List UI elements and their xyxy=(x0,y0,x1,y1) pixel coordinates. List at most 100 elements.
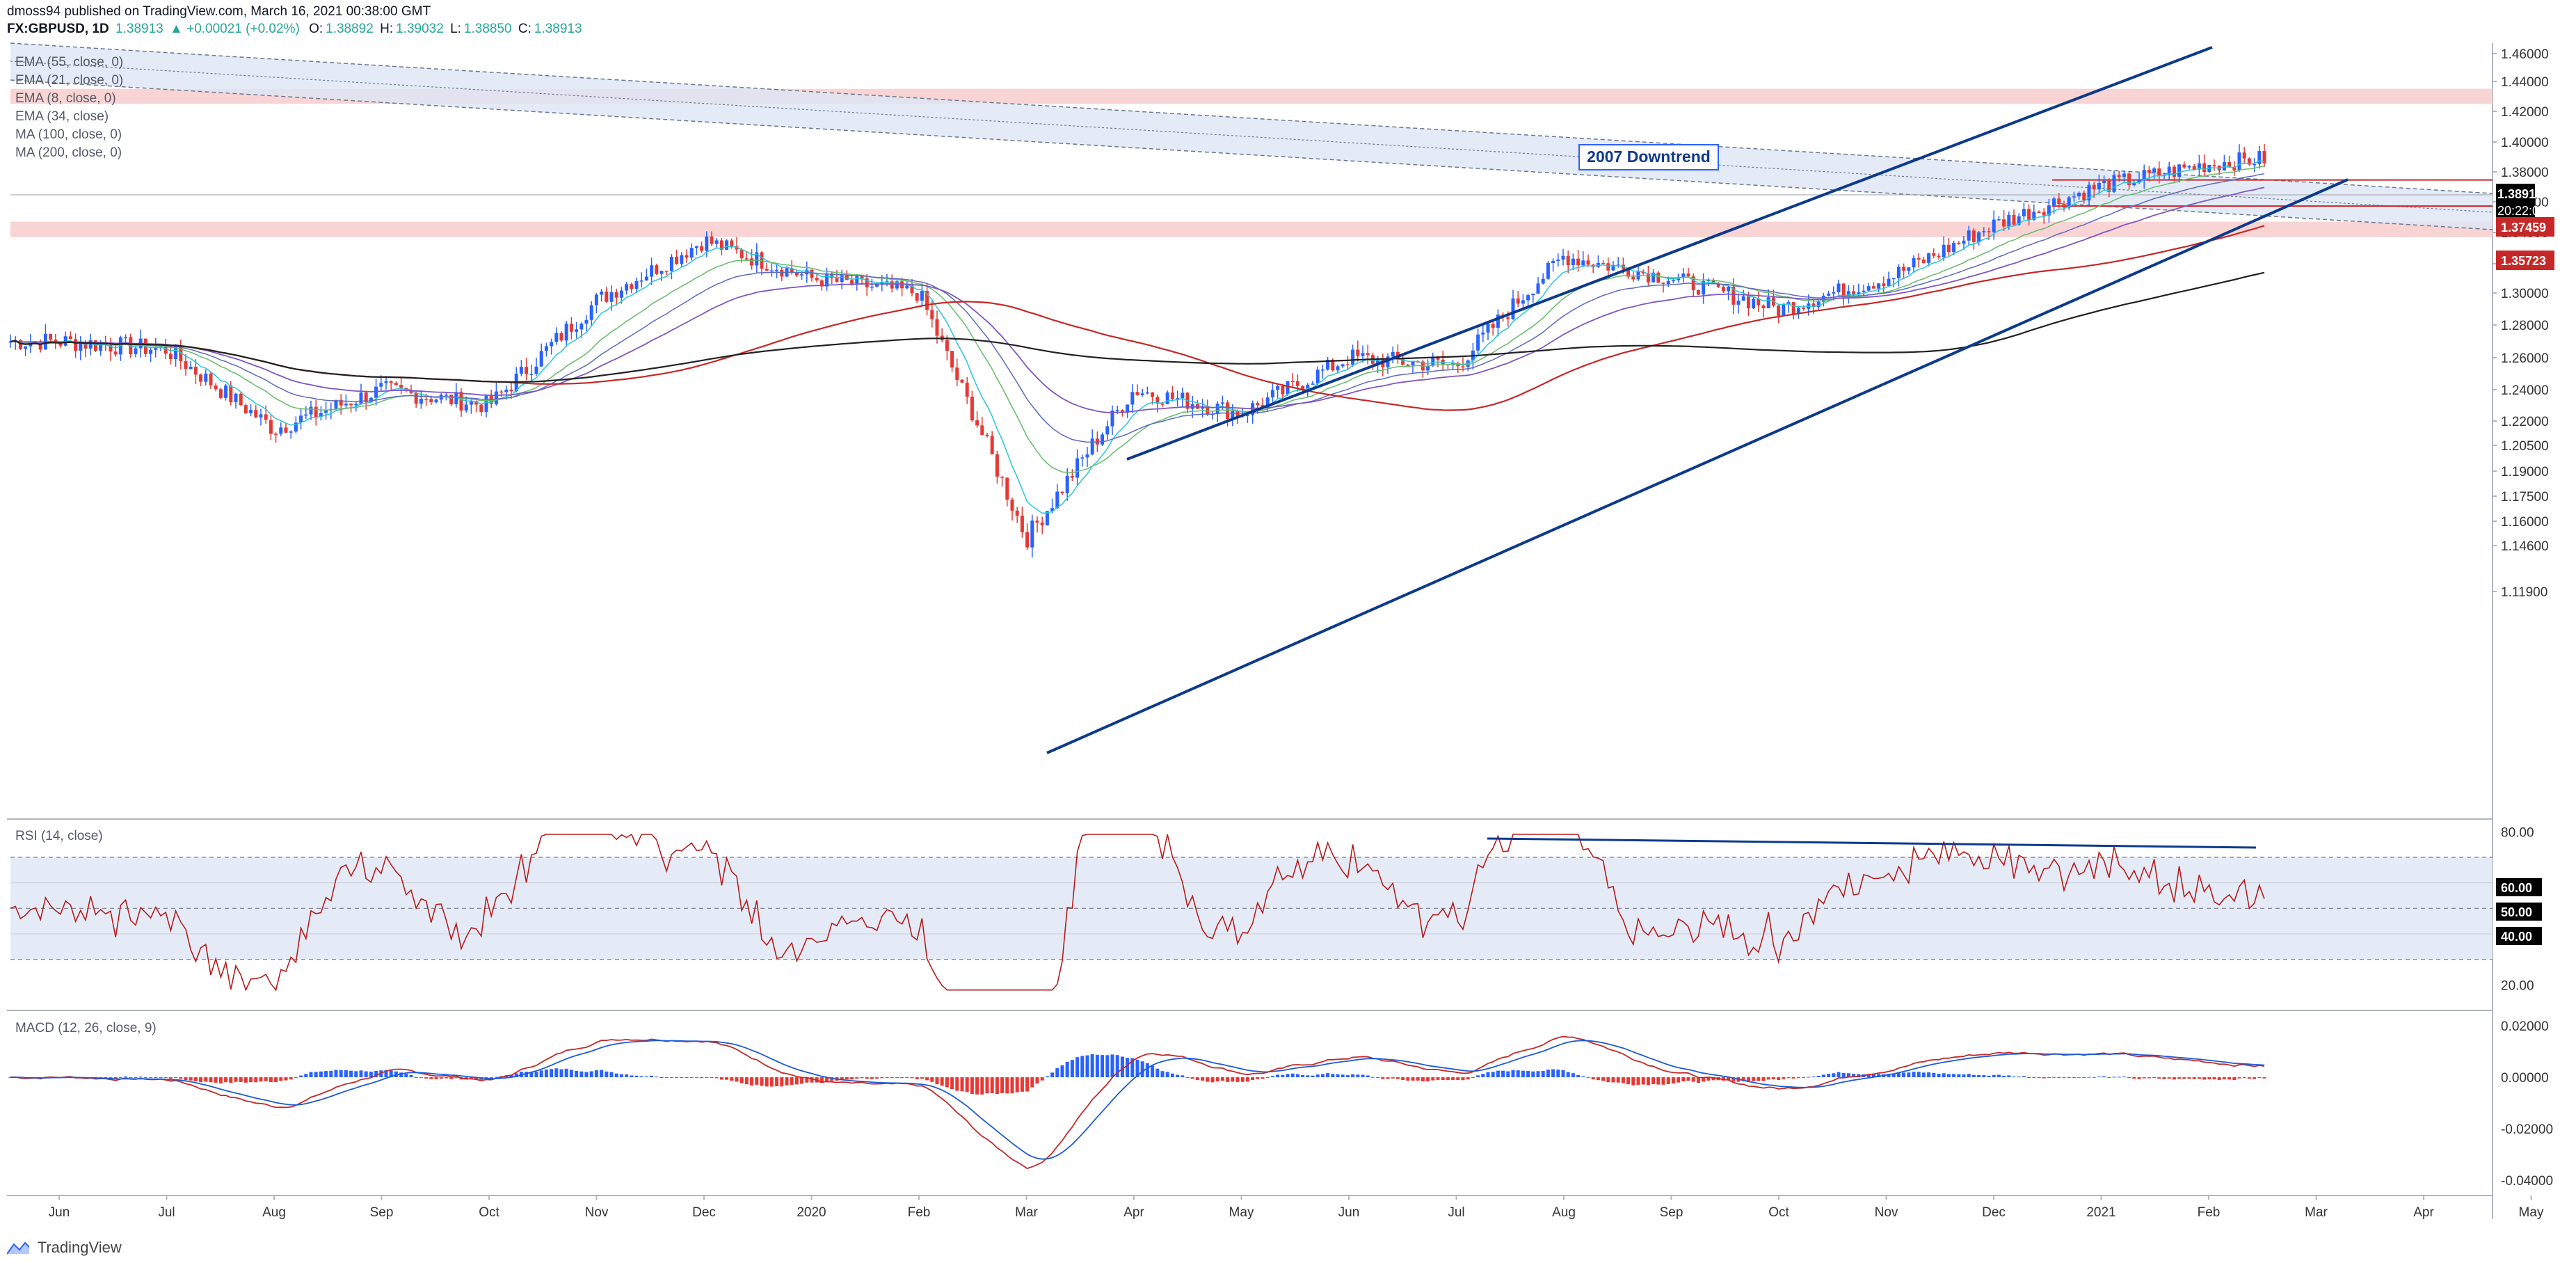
macd-histogram-bar xyxy=(2092,1077,2096,1078)
candle-body xyxy=(2167,166,2171,175)
candle-body xyxy=(680,255,684,264)
downtrend-annotation-box[interactable] xyxy=(1578,144,1719,170)
macd-histogram-bar xyxy=(259,1077,263,1082)
macd-histogram-bar xyxy=(1752,1077,1756,1081)
candle-body xyxy=(2137,180,2141,183)
candle-body xyxy=(1336,366,1340,371)
candle-body xyxy=(1145,392,1149,394)
candle-body xyxy=(1386,356,1390,367)
candle-body xyxy=(2132,182,2136,186)
candle-body xyxy=(1681,273,1686,278)
macd-histogram-bar xyxy=(2262,1077,2266,1079)
legend-ema-21[interactable]: EMA (21, close, 0) xyxy=(15,73,123,88)
candle-body xyxy=(1686,273,1690,277)
price-pane[interactable] xyxy=(8,42,2493,754)
macd-pane[interactable] xyxy=(8,1035,2266,1170)
macd-histogram-bar xyxy=(1090,1054,1094,1078)
macd-histogram-bar xyxy=(2242,1077,2246,1079)
macd-histogram-bar xyxy=(359,1070,363,1078)
resistance-zone xyxy=(10,221,2493,237)
time-tick-label: Dec xyxy=(692,1205,716,1220)
time-tick-label: Apr xyxy=(2413,1205,2434,1220)
macd-histogram-bar xyxy=(680,1077,684,1079)
candle-body xyxy=(980,425,984,435)
candle-body xyxy=(584,319,589,324)
time-tick-label: Dec xyxy=(1982,1205,2006,1220)
macd-histogram-bar xyxy=(1220,1077,1224,1081)
macd-histogram-bar xyxy=(990,1077,994,1093)
rsi-tick-label: 80.00 xyxy=(2501,825,2534,840)
candle-body xyxy=(1741,296,1745,301)
macd-histogram-bar xyxy=(1035,1077,1039,1084)
macd-histogram-bar xyxy=(2127,1077,2131,1079)
candle-body xyxy=(609,292,614,302)
macd-histogram-bar xyxy=(489,1077,493,1079)
candle-body xyxy=(1231,410,1235,420)
candle-body xyxy=(605,291,609,302)
candle-body xyxy=(243,405,248,413)
footer-brand-text: TradingView xyxy=(37,1239,122,1256)
legend-ma-100[interactable]: MA (100, close, 0) xyxy=(15,127,122,142)
candle-body xyxy=(8,341,13,343)
macd-label[interactable]: MACD (12, 26, close, 9) xyxy=(15,1021,157,1035)
macd-histogram-bar xyxy=(1326,1073,1330,1078)
macd-histogram-bar xyxy=(1190,1077,1194,1079)
macd-histogram-bar xyxy=(1401,1077,1405,1080)
level2-badge xyxy=(2496,251,2554,270)
legend-ema-34[interactable]: EMA (34, close) xyxy=(15,109,109,124)
rsi-pane[interactable] xyxy=(10,833,2493,992)
candle-body xyxy=(494,391,498,404)
time-tick-label: Aug xyxy=(1552,1205,1576,1220)
candle-body xyxy=(1871,286,1875,289)
time-tick-label: Apr xyxy=(1123,1205,1144,1220)
candle-body xyxy=(2122,173,2126,177)
macd-histogram-bar xyxy=(605,1071,609,1078)
macd-histogram-bar xyxy=(575,1070,579,1078)
macd-histogram-bar xyxy=(1661,1077,1665,1085)
candle-body xyxy=(895,281,899,289)
macd-histogram-bar xyxy=(865,1077,869,1079)
candle-body xyxy=(509,389,513,392)
candle-body xyxy=(79,342,83,351)
macd-histogram-bar xyxy=(1902,1072,1906,1078)
macd-histogram-bar xyxy=(790,1077,794,1085)
legend-ma-200[interactable]: MA (200, close, 0) xyxy=(15,145,122,160)
macd-histogram-bar xyxy=(794,1077,799,1085)
ema-55-line xyxy=(10,186,2265,413)
indicator-legend[interactable]: EMA (55, close, 0) EMA (21, close, 0) EM… xyxy=(15,55,123,160)
candle-body xyxy=(2192,166,2196,170)
macd-histogram-bar xyxy=(1546,1070,1550,1078)
candle-body xyxy=(550,342,554,347)
candle-body xyxy=(2262,151,2266,164)
macd-histogram-bar xyxy=(855,1077,859,1079)
level2-text: 1.35723 xyxy=(2501,254,2546,268)
candle-body xyxy=(449,395,454,404)
macd-histogram-bar xyxy=(234,1077,238,1082)
macd-histogram-bar xyxy=(1891,1073,1896,1078)
candle-body xyxy=(710,236,714,244)
candle-body xyxy=(18,340,22,349)
candle-body xyxy=(149,349,153,354)
legend-ema-55[interactable]: EMA (55, close, 0) xyxy=(15,55,123,70)
candle-body xyxy=(1060,491,1064,493)
legend-ema-8[interactable]: EMA (8, close, 0) xyxy=(15,91,116,106)
candle-body xyxy=(1220,402,1224,404)
candle-body xyxy=(1320,370,1325,371)
macd-histogram-bar xyxy=(935,1077,939,1085)
candle-body xyxy=(168,354,173,359)
time-tick-label: Nov xyxy=(1875,1205,1898,1220)
candle-body xyxy=(134,348,138,355)
macd-histogram-bar xyxy=(805,1077,809,1083)
rsi-label[interactable]: RSI (14, close) xyxy=(15,829,103,843)
price-tick-label: 1.24000 xyxy=(2501,383,2549,398)
time-tick-label: Jul xyxy=(158,1205,175,1220)
current-price-text: 1.38913 xyxy=(2497,187,2543,201)
candle-body xyxy=(840,275,844,282)
footer-brand[interactable]: TradingView xyxy=(7,1239,122,1257)
macd-histogram-bar xyxy=(965,1077,969,1093)
macd-histogram-bar xyxy=(1992,1074,1996,1078)
candle-body xyxy=(394,383,398,386)
candle-body xyxy=(1516,298,1520,304)
macd-histogram-bar xyxy=(1611,1077,1615,1083)
